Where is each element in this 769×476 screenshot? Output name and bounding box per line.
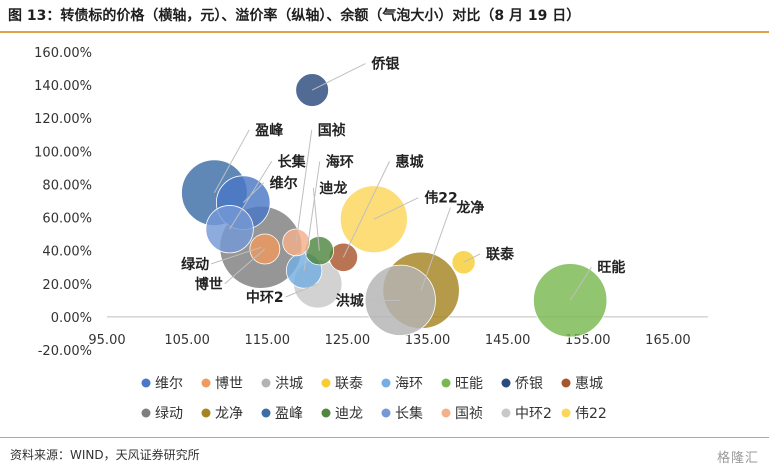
bubble-label: 中环2 [246,289,284,306]
legend-label: 维尔 [155,376,183,392]
bubble-label: 洪城 [336,292,364,309]
y-tick-label: -20.00% [38,344,92,359]
legend-label: 洪城 [275,376,303,392]
legend-label: 旺能 [455,376,483,392]
leader-line [242,182,265,204]
legend-label: 国祯 [455,406,483,422]
leader-line [312,187,320,251]
title-rule [0,31,769,33]
legend-marker [201,408,211,418]
x-tick-label: 105.00 [164,333,210,348]
y-tick-label: 60.00% [42,212,92,227]
x-tick-label: 95.00 [88,333,125,348]
x-axis-ticks: 95.00 105.00 115.00 125.00 135.00 145.00 155.0… [88,333,690,348]
leader-line [210,246,262,265]
leader-line [420,207,451,291]
legend-label: 中环2 [515,406,552,422]
leader-line [373,197,419,220]
leader-line-layer [210,63,592,301]
legend-marker [501,408,511,418]
bubble-label: 博世 [195,276,223,293]
bubble-label: 维尔 [270,175,298,192]
leader-line [303,161,321,271]
legend-label: 博世 [215,375,243,392]
source-rule [0,437,769,438]
source-note: 资料来源：WIND，天风证券研究所 [10,448,200,462]
bubble-label: 海环 [326,153,354,170]
leader-line [213,129,250,193]
bubble-label: 旺能 [597,259,625,276]
leader-line [224,248,266,285]
legend-label: 海环 [395,376,423,392]
legend-label: 迪龙 [335,406,363,422]
legend-marker [501,378,511,388]
x-tick-label: 165.00 [645,333,691,348]
legend-label: 盈峰 [275,406,303,422]
legend-marker [561,378,571,388]
legend-label: 长集 [395,405,423,422]
leader-line [311,63,366,91]
leader-line [295,129,313,243]
legend-marker [321,408,331,418]
y-tick-label: 20.00% [42,278,92,293]
figure-title: 图 13：转债标的价格（横轴，元）、溢价率（纵轴）、余额（气泡大小）对比（8 月… [8,8,581,24]
leader-line [285,283,318,298]
legend-marker [261,408,271,418]
bubble-label: 龙净 [455,200,484,217]
legend-marker [561,408,571,418]
bubble-label: 迪龙 [319,180,347,197]
x-tick-label: 145.00 [485,333,531,348]
legend-marker [201,378,211,388]
legend-marker [381,408,391,418]
y-axis-ticks: -20.00% 0.00% 20.00% 40.00% 60.00% 80.00% 100.… [34,46,92,359]
legend-marker [141,378,151,388]
bubble-label: 侨银 [370,56,400,73]
legend-marker [141,408,151,418]
leader-line [463,253,481,263]
legend-label: 惠城 [575,376,603,392]
bubble-label: 绿动 [181,256,209,273]
y-tick-label: 140.00% [34,79,92,94]
leader-line [569,266,592,301]
legend-label: 龙净 [215,406,243,422]
legend-label: 联泰 [335,376,363,392]
bubble-label: 国祯 [318,122,346,139]
bubble-label: 惠城 [395,153,423,170]
bubble-label: 长集 [278,153,307,170]
x-tick-label: 125.00 [325,333,371,348]
x-tick-label: 115.00 [245,333,291,348]
y-tick-label: 80.00% [42,178,92,193]
legend-label: 伟22 [575,406,607,422]
legend-marker [381,378,391,388]
watermark-logo: 格隆汇 [716,451,759,466]
bubble-label: 联泰 [486,246,515,263]
y-tick-label: 100.00% [34,145,92,160]
bubble-label: 伟22 [424,190,457,207]
y-tick-label: 120.00% [34,112,92,127]
legend-marker [261,378,271,388]
legend-marker [321,378,331,388]
y-tick-label: 160.00% [34,46,92,61]
legend-label: 绿动 [155,406,183,422]
x-tick-label: 135.00 [405,333,451,348]
legend-marker [441,378,451,388]
legend-label: 侨银 [515,376,543,392]
legend-marker [441,408,451,418]
y-tick-label: 40.00% [42,245,92,260]
bubble-label: 盈峰 [254,122,284,139]
leader-line [342,161,390,258]
y-tick-label: 0.00% [51,311,92,326]
